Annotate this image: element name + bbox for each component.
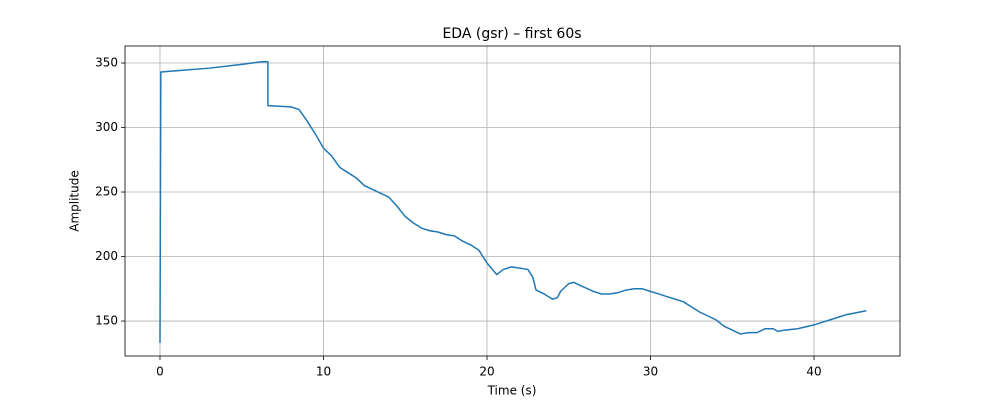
x-axis-label: Time (s) — [487, 384, 537, 398]
x-tick-label: 0 — [156, 365, 164, 379]
y-tick-label: 250 — [95, 185, 118, 199]
plot-frame — [124, 45, 901, 357]
y-tick-label: 150 — [95, 314, 118, 328]
x-tick-label: 10 — [316, 365, 331, 379]
chart-title: EDA (gsr) – first 60s — [442, 26, 581, 42]
x-tick-label: 20 — [479, 365, 494, 379]
y-tick-label: 300 — [95, 120, 118, 134]
x-tick-label: 30 — [643, 365, 658, 379]
y-axis-label: Amplitude — [68, 170, 82, 232]
y-tick-label: 200 — [95, 249, 118, 263]
data-line — [159, 60, 867, 343]
x-tick-label: 40 — [806, 365, 821, 379]
y-tick-label: 350 — [95, 56, 118, 70]
